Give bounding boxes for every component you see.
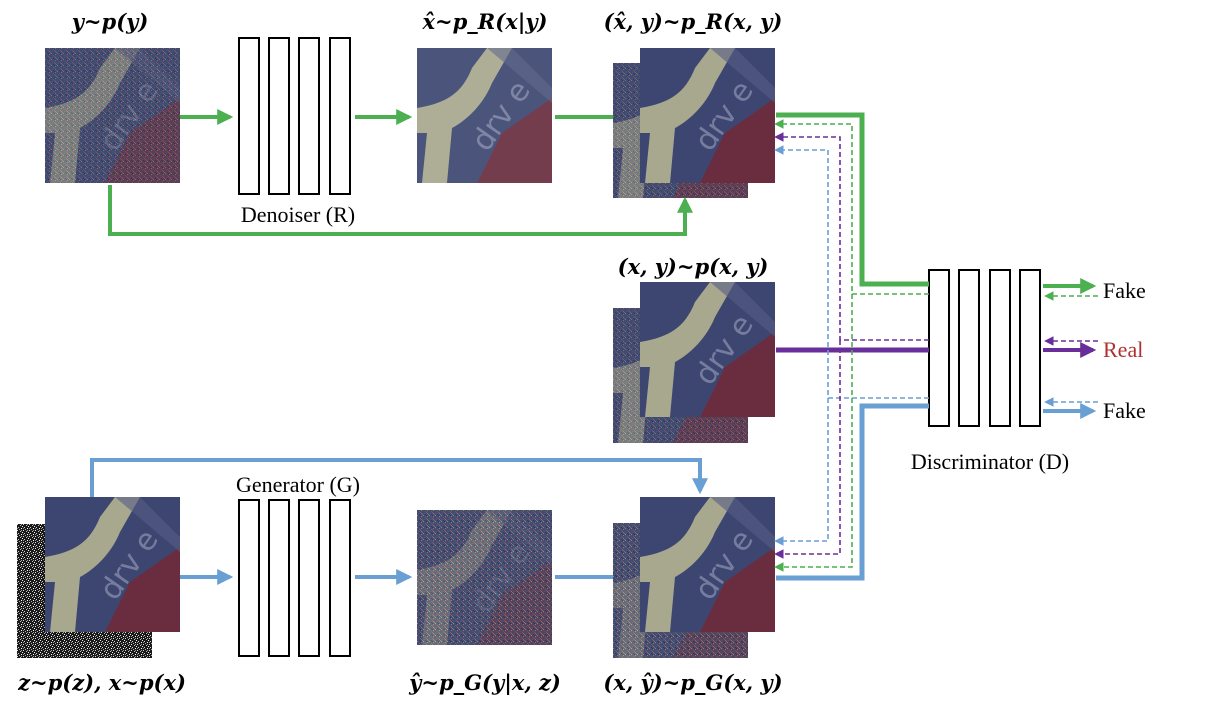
skip-connection-noisy-to-pair [108, 185, 693, 236]
fake-pair-g-stack [613, 497, 775, 658]
output-fake-top-label: Fake [1103, 278, 1146, 303]
generated-noisy-label: 𝒚̂~p_G(𝒚|𝒙, 𝒛) [408, 670, 561, 695]
discriminator-label: Discriminator (D) [911, 449, 1069, 474]
generator-input-stack [17, 497, 180, 658]
feedback-green-top [774, 119, 929, 295]
real-pair-label: (𝒙, 𝒚)~p(𝒙, 𝒚) [618, 254, 769, 279]
generator-label: Generator (G) [236, 472, 360, 497]
discriminator-block [928, 269, 1041, 427]
output-fake-bottom-label: Fake [1103, 398, 1146, 423]
feedback-blue-top [774, 145, 929, 399]
path-fake-r-to-discriminator [776, 112, 929, 287]
generator-block [238, 499, 351, 657]
real-pair-stack [613, 282, 775, 443]
fake-pair-r-label: (𝒙̂, 𝒚)~p_R(𝒙, 𝒚) [604, 9, 783, 34]
output-real-label: Real [1103, 337, 1143, 362]
feedback-purple-bottom [774, 340, 841, 559]
feedback-green-bottom [774, 294, 853, 572]
path-fake-g-to-discriminator [776, 403, 929, 581]
fake-pair-r-stack [613, 48, 775, 198]
generator-input-label: 𝒛~p(𝒛), 𝒙~p(𝒙) [17, 670, 186, 695]
generated-noisy-image [417, 510, 552, 645]
feedback-blue-bottom [774, 398, 829, 546]
denoised-output-image [417, 48, 552, 183]
denoised-output-label: 𝒙̂~p_R(𝒙|𝒚) [422, 9, 548, 34]
noisy-input-image [45, 48, 180, 183]
fake-pair-g-label: (𝒙, 𝒚̂)~p_G(𝒙, 𝒚) [603, 670, 782, 695]
skip-connection-clean-to-pair [90, 458, 708, 497]
feedback-purple-top [774, 132, 929, 341]
denoiser-block [238, 37, 351, 195]
noisy-input-label: 𝒚~p(𝒚) [71, 9, 149, 34]
denoiser-label: Denoiser (R) [241, 202, 355, 227]
